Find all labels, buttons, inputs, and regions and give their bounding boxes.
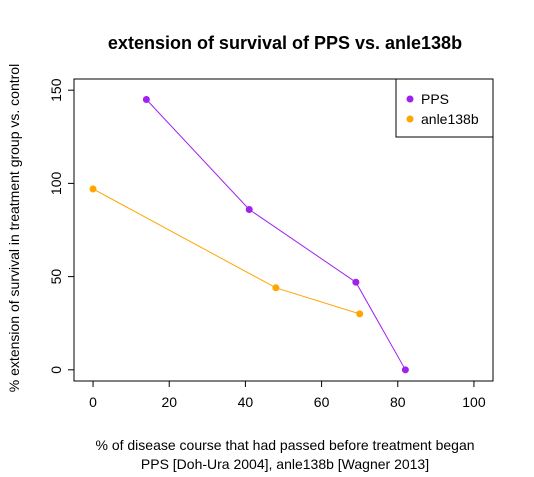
x-tick-label: 60 <box>314 394 330 410</box>
legend-marker-anle138b <box>406 115 414 123</box>
series-line-anle138b <box>92 188 360 315</box>
x-tick-label: 40 <box>238 394 254 410</box>
x-axis: 0 20 40 60 80 100 <box>89 381 486 410</box>
series-line-pps <box>146 99 406 371</box>
legend-marker-pps <box>406 95 414 103</box>
chart-title: extension of survival of PPS vs. anle138… <box>108 33 462 53</box>
series-layer <box>89 96 409 374</box>
x-axis-label-line-2: PPS [Doh-Ura 2004], anle138b [Wagner 201… <box>141 456 429 472</box>
data-point-pps <box>142 96 150 104</box>
x-tick-label: 100 <box>462 394 486 410</box>
x-tick-label: 80 <box>390 394 406 410</box>
legend: PPS anle138b <box>395 78 494 138</box>
y-tick-label: 150 <box>48 78 64 102</box>
y-tick-label: 0 <box>48 366 64 374</box>
legend-box <box>395 78 494 138</box>
y-axis-label: % extension of survival in treatment gro… <box>6 64 22 392</box>
x-axis-label: % of disease course that had passed befo… <box>95 437 474 453</box>
data-point-anle138b <box>356 310 364 318</box>
data-point-pps <box>245 205 253 213</box>
plot-area-frame <box>73 78 494 382</box>
data-point-anle138b <box>272 284 280 292</box>
legend-label-pps: PPS <box>421 91 449 107</box>
data-point-pps <box>401 366 409 374</box>
data-point-pps <box>352 278 360 286</box>
y-tick-label: 100 <box>48 172 64 196</box>
legend-label-anle138b: anle138b <box>421 111 479 127</box>
y-tick-label: 50 <box>48 269 64 285</box>
data-point-anle138b <box>89 185 97 193</box>
y-axis: 0 50 100 150 <box>48 78 74 374</box>
x-tick-label: 0 <box>89 394 97 410</box>
x-tick-label: 20 <box>161 394 177 410</box>
